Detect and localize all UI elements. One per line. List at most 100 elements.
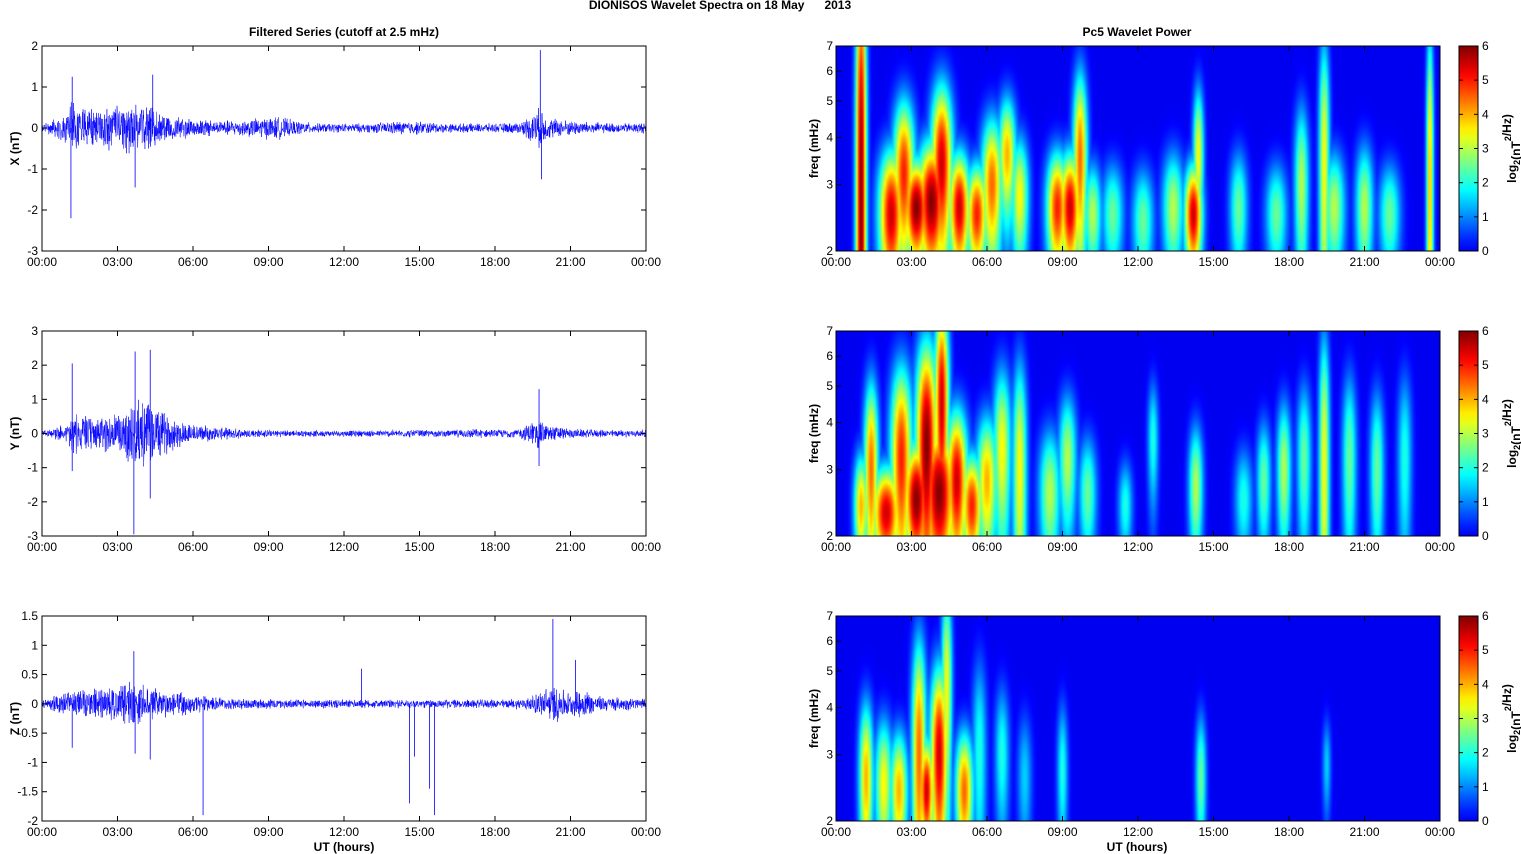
colorbar-tick-label: 5 <box>1482 73 1489 87</box>
colorbar-label-part: 2 <box>1512 445 1521 450</box>
y-axis-label: Y (nT) <box>8 417 22 451</box>
x-tick-label: 00:00 <box>631 825 661 839</box>
colorbar-tick-label: 3 <box>1482 712 1489 726</box>
colorbar-tick-label: 4 <box>1482 107 1489 121</box>
y-tick-label: 3 <box>826 178 833 192</box>
y-axis-label: X (nT) <box>8 132 22 166</box>
colorbar-tick-label: 5 <box>1482 358 1489 372</box>
colorbar-tick-label: 3 <box>1482 142 1489 156</box>
y-tick-label: 0 <box>31 121 38 135</box>
y-tick-label: 0 <box>31 427 38 441</box>
x-tick-label: 21:00 <box>555 255 585 269</box>
x-tick-label: 15:00 <box>404 540 434 554</box>
wavelet-power-raster <box>836 331 1440 536</box>
colorbar-label-part: 2 <box>1503 706 1513 711</box>
y-tick-label: 1 <box>31 638 38 652</box>
y-tick-label: 3 <box>826 748 833 762</box>
x-tick-label: 12:00 <box>1123 825 1153 839</box>
y-tick-label: -2 <box>27 495 38 509</box>
wavelet-power-raster <box>836 616 1440 821</box>
y-axis-label: freq (mHz) <box>807 404 821 463</box>
plot-area <box>42 46 646 251</box>
colorbar-label-part: 2 <box>1512 730 1521 735</box>
x-tick-label: 15:00 <box>404 825 434 839</box>
colorbar-tick-label: 6 <box>1482 324 1489 338</box>
colorbar-label: log2(nT2/Hz) <box>1500 399 1521 468</box>
signal-trace-y <box>41 399 647 467</box>
y-tick-label: -1 <box>27 162 38 176</box>
x-tick-label: 18:00 <box>480 825 510 839</box>
x-tick-label: 09:00 <box>253 540 283 554</box>
colorbar-label-part: /Hz) <box>1500 114 1514 136</box>
x-tick-label: 00:00 <box>27 540 57 554</box>
colorbar-tick-label: 4 <box>1482 392 1489 406</box>
x-tick-label: 03:00 <box>102 255 132 269</box>
x-tick-label: 00:00 <box>631 255 661 269</box>
heatmap-panel-z: 2 3 4 5 6 7 00:00 03:00 06:00 09:00 12:00 15:00 18:0… <box>807 609 1521 839</box>
x-tick-label: 00:00 <box>631 540 661 554</box>
colorbar-label-part: log <box>1505 450 1519 468</box>
x-tick-label: 09:00 <box>253 825 283 839</box>
x-tick-label: 00:00 <box>821 825 851 839</box>
colorbar-tick-label: 1 <box>1482 495 1489 509</box>
wavelet-power-raster <box>836 46 1440 251</box>
x-tick-label: 18:00 <box>1274 255 1304 269</box>
x-tick-label: 06:00 <box>178 540 208 554</box>
y-tick-label: 4 <box>826 131 833 145</box>
colorbar-label-part: 2 <box>1503 136 1513 141</box>
y-tick-label: 6 <box>826 64 833 78</box>
x-tick-label: 12:00 <box>329 540 359 554</box>
y-tick-label: -2 <box>27 814 38 828</box>
colorbar-tick-label: 4 <box>1482 677 1489 691</box>
colorbar-label-part: log <box>1505 735 1519 753</box>
colorbar-tick-label: 2 <box>1482 461 1489 475</box>
x-tick-label: 00:00 <box>1425 255 1455 269</box>
y-tick-label: 7 <box>826 39 833 53</box>
colorbar-tick-label: 1 <box>1482 210 1489 224</box>
x-tick-label: 00:00 <box>1425 540 1455 554</box>
y-tick-label: 6 <box>826 634 833 648</box>
x-tick-label: 06:00 <box>972 540 1002 554</box>
x-tick-label: 09:00 <box>253 255 283 269</box>
x-tick-label: 06:00 <box>972 825 1002 839</box>
y-tick-label: -1 <box>27 755 38 769</box>
x-tick-label: 03:00 <box>102 540 132 554</box>
x-tick-label: 09:00 <box>1047 825 1077 839</box>
y-tick-label: 5 <box>826 94 833 108</box>
y-axis-label: freq (mHz) <box>807 689 821 748</box>
x-tick-label: 00:00 <box>821 540 851 554</box>
x-tick-label: 00:00 <box>1425 825 1455 839</box>
line-panel-z: -2 -1.5 -1 -0.5 0 0.5 1 1.5 00:00 03:00 06:00 09:00… <box>8 609 661 839</box>
colorbar-label-part: 2 <box>1503 421 1513 426</box>
line-panel-x: -3 -2 -1 0 1 2 00:00 03:00 06:00 09:00 12:00 15:00 1… <box>8 39 661 269</box>
colorbar-label: log2(nT2/Hz) <box>1500 114 1521 183</box>
y-tick-label: 2 <box>826 244 833 258</box>
y-tick-label: 0 <box>31 697 38 711</box>
y-tick-label: 2 <box>826 814 833 828</box>
x-tick-label: 21:00 <box>555 540 585 554</box>
colorbar-tick-label: 0 <box>1482 814 1489 828</box>
y-tick-label: 1.5 <box>21 609 38 623</box>
colorbar-label-part: /Hz) <box>1500 399 1514 421</box>
colorbar-tick-label: 3 <box>1482 427 1489 441</box>
x-tick-label: 06:00 <box>178 825 208 839</box>
y-tick-label: 6 <box>826 349 833 363</box>
colorbar-label-part: 2 <box>1512 160 1521 165</box>
x-tick-label: 15:00 <box>1198 825 1228 839</box>
x-tick-label: 06:00 <box>178 255 208 269</box>
y-tick-label: 1 <box>31 80 38 94</box>
left-xlabel: UT (hours) <box>314 840 375 854</box>
y-tick-label: 2 <box>31 358 38 372</box>
y-tick-label: 4 <box>826 701 833 715</box>
y-tick-label: -0.5 <box>17 726 38 740</box>
y-tick-label: 1 <box>31 392 38 406</box>
x-tick-label: 18:00 <box>480 540 510 554</box>
x-tick-label: 15:00 <box>1198 540 1228 554</box>
right-column-title: Pc5 Wavelet Power <box>1083 25 1192 39</box>
y-tick-label: 3 <box>31 324 38 338</box>
colorbar-tick-label: 2 <box>1482 746 1489 760</box>
colorbar-tick-label: 2 <box>1482 176 1489 190</box>
x-tick-label: 21:00 <box>1349 825 1379 839</box>
x-tick-label: 21:00 <box>1349 255 1379 269</box>
